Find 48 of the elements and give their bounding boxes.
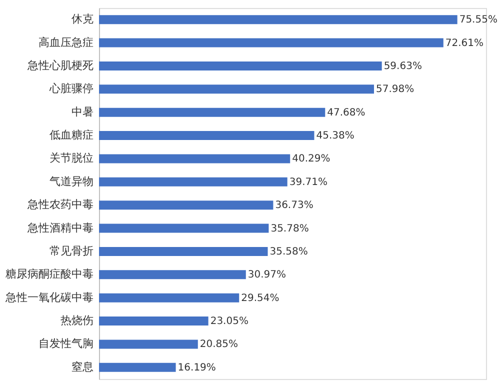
y-tick-label: 自发性气胸 [38, 337, 94, 350]
y-tick-label: 窒息 [72, 360, 94, 374]
data-label: 75.55% [459, 14, 498, 26]
bar [99, 84, 374, 94]
y-tick-label: 急性心肌梗死 [26, 58, 94, 72]
bar [99, 131, 314, 140]
bar [99, 316, 208, 326]
y-tick-label: 高血压急症 [38, 36, 94, 49]
data-label: 39.71% [289, 176, 328, 188]
y-tick-label: 常见骨折 [50, 244, 94, 258]
data-label: 47.68% [327, 107, 366, 118]
data-label: 59.63% [384, 60, 422, 72]
y-tick-label: 低血糖症 [50, 128, 94, 142]
y-tick-label: 糖尿病酮症酸中毒 [6, 268, 94, 281]
bar [99, 340, 198, 349]
y-tick-label: 关节脱位 [50, 152, 94, 165]
data-label: 23.05% [210, 316, 248, 328]
y-tick-label: 急性酒精中毒 [26, 221, 94, 234]
bar [99, 15, 458, 24]
data-label: 45.38% [316, 130, 354, 142]
y-tick-label: 中暑 [72, 105, 94, 118]
y-tick-label: 急性农药中毒 [26, 198, 94, 212]
data-label: 35.78% [270, 223, 309, 234]
data-label: 36.73% [275, 200, 314, 212]
data-label: 35.58% [270, 246, 308, 258]
y-tick-label: 气道异物 [50, 174, 94, 188]
bar [99, 246, 268, 256]
data-label: 16.19% [178, 362, 216, 374]
data-label: 30.97% [248, 270, 286, 281]
bar [99, 177, 288, 186]
data-label: 57.98% [376, 84, 414, 96]
y-tick-label: 热烧伤 [60, 314, 94, 328]
data-label: 29.54% [241, 292, 280, 304]
bar [99, 362, 176, 372]
bar [99, 200, 274, 210]
data-label: 72.61% [445, 38, 484, 49]
bar [99, 293, 240, 302]
y-tick-label: 心脏骤停 [48, 82, 94, 96]
data-label: 40.29% [292, 154, 330, 165]
bar [99, 38, 444, 48]
bar [99, 224, 269, 233]
bar [99, 61, 382, 70]
bar [99, 108, 326, 117]
bar [99, 154, 290, 164]
data-label: 20.85% [200, 339, 238, 350]
y-tick-label: 休克 [72, 12, 94, 26]
y-tick-label: 急性一氧化碳中毒 [4, 290, 94, 304]
bar [99, 270, 246, 280]
